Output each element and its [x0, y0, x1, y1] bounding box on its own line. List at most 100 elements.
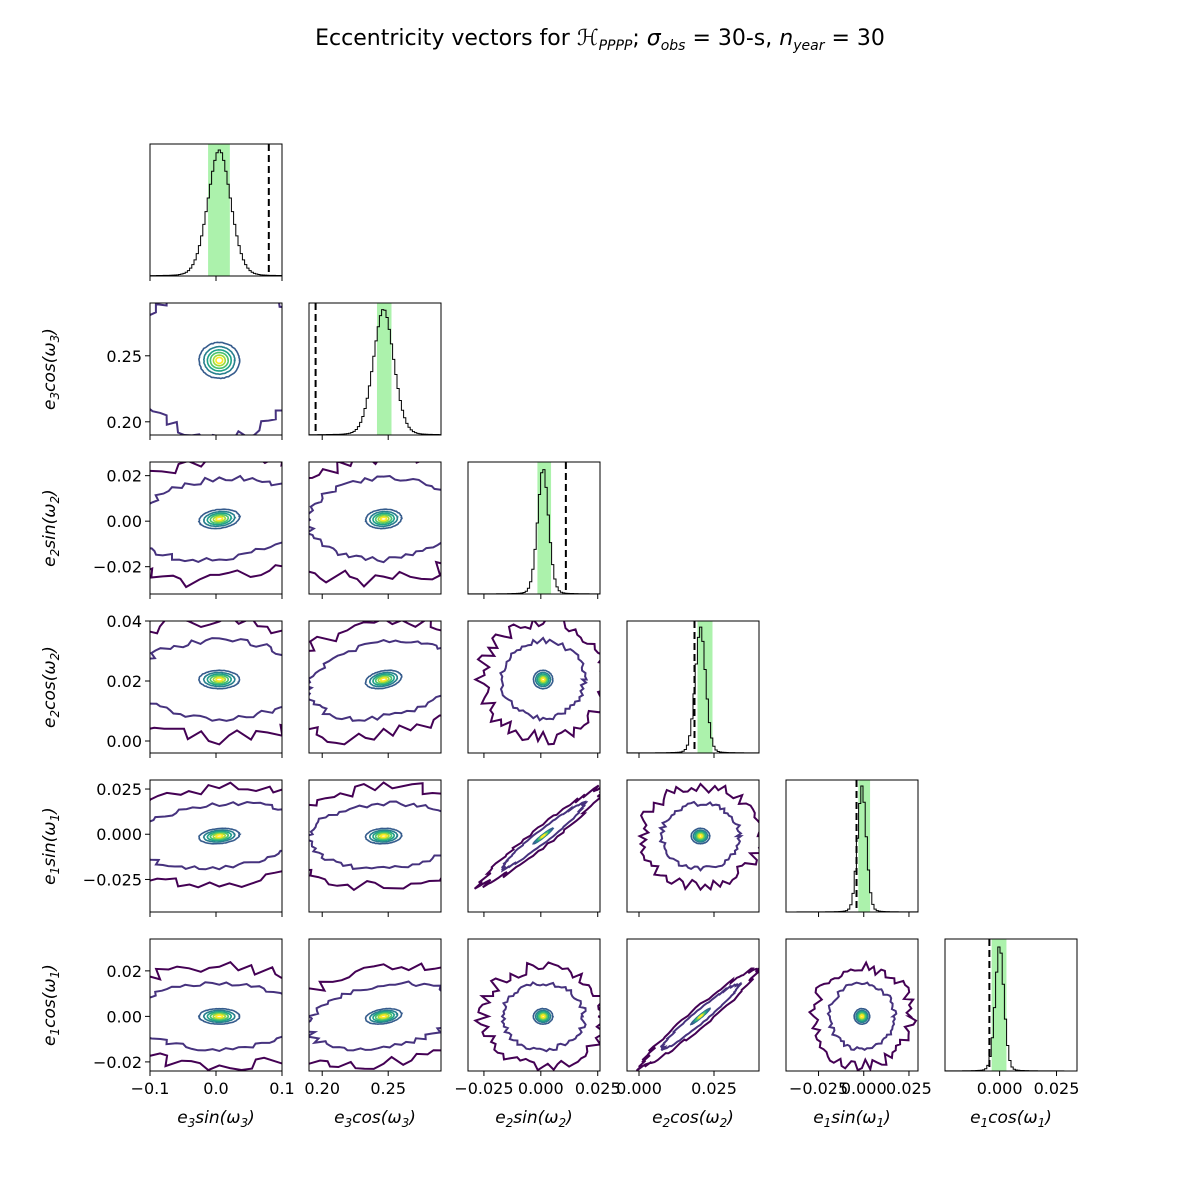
- contour-level-7: [379, 677, 388, 682]
- x-axis-label: e2sin(ω2): [495, 1108, 573, 1130]
- contour-level-3: [202, 829, 236, 843]
- panel-frame: [467, 938, 601, 1072]
- x-tick-label: 0.025: [691, 1079, 737, 1098]
- y-axis-label: e3cos(ω3): [40, 328, 62, 410]
- x-tick-label: 0.025: [575, 1079, 621, 1098]
- contour-level-6: [539, 676, 547, 683]
- contour-level-4: [536, 673, 550, 686]
- y-tick-label: 0.025: [96, 780, 142, 799]
- plot-area: [150, 144, 282, 276]
- contour-panel-3-2: [467, 620, 601, 758]
- plot-area: [150, 462, 282, 589]
- y-axis-label: e1cos(ω1): [40, 964, 62, 1046]
- contour-level-4: [206, 1011, 233, 1022]
- contour-level-6: [212, 676, 227, 683]
- contour-level-3: [534, 671, 552, 688]
- contour-panel-2-0: −0.02 0.00 0.02 e2sin(ω2): [40, 461, 283, 599]
- panel-frame: [785, 779, 919, 913]
- contour-panel-4-2: [467, 779, 601, 917]
- contour-level-7: [698, 1014, 703, 1019]
- contour-level-0: [309, 781, 441, 892]
- contour-level-2: [364, 669, 403, 690]
- panel-frame: [308, 620, 442, 754]
- x-axis-label: e2cos(ω2): [652, 1108, 734, 1130]
- y-tick-label: −0.02: [93, 558, 142, 577]
- plot-area: [468, 462, 600, 594]
- histogram-panel-1: [308, 302, 442, 440]
- contour-level-0: [150, 621, 282, 746]
- plot-area: [309, 303, 441, 435]
- x-axis-label: e1sin(ω1): [813, 1108, 891, 1130]
- contour-level-7: [215, 834, 224, 839]
- contour-level-0: [637, 782, 759, 892]
- panel-frame: [149, 938, 283, 1072]
- y-tick-label: 0.02: [106, 962, 142, 981]
- contour-level-2: [364, 508, 403, 530]
- contour-level-7: [379, 834, 389, 839]
- y-axis-label: e2cos(ω2): [40, 646, 62, 728]
- chart-title: Eccentricity vectors for ℋPPPP; σobs = 3…: [315, 26, 885, 54]
- contour-level-5: [374, 674, 393, 685]
- credible-interval-band: [858, 780, 871, 912]
- contour-panel-4-3: [626, 779, 760, 917]
- x-axis-label: e3cos(ω3): [334, 1108, 416, 1130]
- contour-level-3: [369, 671, 399, 688]
- plot-area: [150, 303, 282, 435]
- histogram-panel-5: 0.000 0.025 e1cos(ω1): [944, 938, 1079, 1130]
- panel-frame: [467, 779, 601, 913]
- contour-level-1: [659, 981, 743, 1052]
- x-tick-label: 0.000: [977, 1079, 1023, 1098]
- histogram-bars: [786, 785, 918, 912]
- contour-level-7: [215, 677, 225, 682]
- contour-panel-3-0: 0.00 0.02 0.04 e2cos(ω2): [40, 612, 283, 758]
- contour-level-4: [372, 673, 395, 686]
- contour-panel-4-0: −0.025 0.000 0.025 e1sin(ω1): [40, 779, 283, 917]
- contour-level-7: [215, 356, 224, 365]
- contour-level-0: [309, 621, 441, 746]
- histogram-bars: [309, 309, 441, 435]
- histogram-bars: [945, 946, 1077, 1071]
- contour-panel-3-1: [308, 620, 442, 758]
- contour-level-3: [369, 510, 399, 528]
- contour-level-3: [202, 510, 237, 528]
- contour-level-1: [150, 303, 282, 435]
- contour-level-3: [534, 1009, 552, 1024]
- contour-panel-5-1: 0.20 0.25 e3cos(ω3): [304, 938, 442, 1130]
- panel-frame: [785, 938, 919, 1072]
- contour-level-7: [540, 834, 546, 839]
- contour-level-3: [368, 829, 399, 843]
- histogram-bars: [627, 626, 759, 753]
- plot-area: [309, 962, 441, 1070]
- contour-level-6: [858, 1013, 865, 1020]
- y-tick-label: 0.000: [96, 825, 142, 844]
- contour-level-4: [536, 1011, 550, 1022]
- credible-interval-band: [376, 303, 392, 435]
- histogram-panel-3: [626, 620, 760, 758]
- x-tick-label: 0.1: [269, 1079, 294, 1098]
- contour-panel-4-1: [308, 779, 442, 917]
- contour-level-5: [209, 831, 230, 841]
- contour-level-0: [635, 967, 759, 1071]
- x-tick-label: 0.0: [203, 1079, 228, 1098]
- contour-level-1: [150, 800, 282, 871]
- contour-level-1: [150, 474, 282, 563]
- y-tick-label: 0.25: [106, 347, 142, 366]
- contour-level-1: [500, 981, 587, 1053]
- contour-level-1: [150, 637, 282, 722]
- contour-level-5: [209, 674, 229, 685]
- contour-level-3: [202, 1009, 236, 1024]
- y-tick-label: 0.00: [106, 1007, 142, 1026]
- contour-level-1: [499, 636, 589, 722]
- contour-level-5: [538, 1012, 549, 1021]
- contour-level-6: [377, 1013, 390, 1020]
- plot-area: [150, 961, 282, 1071]
- contour-level-0: [309, 962, 441, 1070]
- y-axis-label: e1sin(ω1): [40, 807, 62, 885]
- plot-area: [637, 782, 759, 892]
- plot-area: [150, 781, 282, 889]
- contour-level-5: [374, 1012, 393, 1021]
- contour-level-1: [309, 980, 441, 1052]
- contour-level-4: [206, 830, 233, 842]
- contour-level-7: [540, 677, 546, 682]
